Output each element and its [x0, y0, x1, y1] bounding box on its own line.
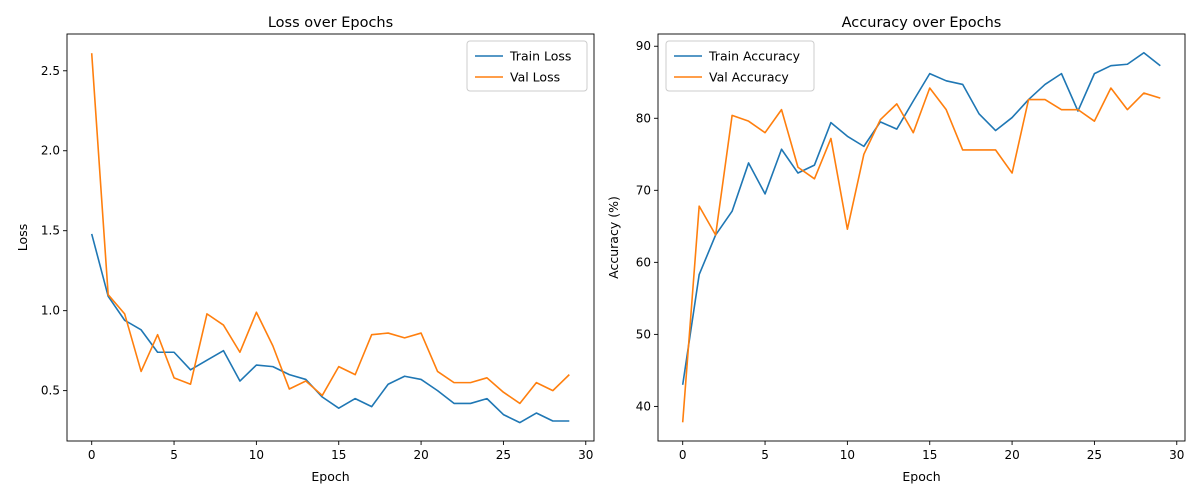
x-tick-label: 5 — [761, 448, 769, 462]
y-tick-label: 2.0 — [41, 144, 60, 158]
x-tick-label: 15 — [922, 448, 937, 462]
y-axis-label: Loss — [15, 224, 30, 251]
legend-label-1: Train Loss — [509, 49, 571, 64]
legend: Train Loss Val Loss — [466, 40, 588, 92]
y-tick-label: 50 — [636, 327, 651, 341]
chart-panel-1: Loss over Epochs 0 5 10 15 20 25 30 0.5 1.0 1.5 2.0… — [15, 15, 595, 484]
x-axis-label: Epoch — [902, 469, 940, 484]
x-tick-label: 5 — [170, 448, 178, 462]
x-tick-label: 0 — [88, 448, 96, 462]
series-line-2 — [90, 53, 570, 405]
x-axis-label: Epoch — [311, 469, 349, 484]
x-tick-label: 15 — [331, 448, 346, 462]
chart-title: Accuracy over Epochs — [842, 15, 1002, 31]
y-tick-label: 1.5 — [41, 224, 60, 238]
y-tick-label: 80 — [636, 111, 651, 125]
chart-title: Loss over Epochs — [268, 15, 393, 31]
y-tick-label: 1.0 — [41, 304, 60, 318]
y-tick-label: 60 — [636, 255, 651, 269]
legend: Train Accuracy Val Accuracy — [665, 40, 815, 92]
x-tick-label: 10 — [840, 448, 855, 462]
y-tick-label: 2.5 — [41, 64, 60, 78]
y-tick-label: 0.5 — [41, 384, 60, 398]
x-tick-label: 10 — [249, 448, 264, 462]
series-line-2 — [681, 87, 1161, 423]
chart-panel-2: Accuracy over Epochs 0 5 10 15 20 25 30 40 50 60 70… — [606, 15, 1186, 484]
x-tick-label: 0 — [679, 448, 687, 462]
y-tick-label: 90 — [636, 39, 651, 53]
y-tick-label: 40 — [636, 399, 651, 413]
x-tick-label: 20 — [1004, 448, 1019, 462]
legend-label-2: Val Accuracy — [709, 70, 789, 85]
x-tick-label: 25 — [1087, 448, 1102, 462]
plot-frame — [657, 33, 1186, 442]
x-tick-label: 30 — [1169, 448, 1184, 462]
legend-label-2: Val Loss — [510, 70, 560, 85]
plot-frame — [66, 33, 595, 442]
x-tick-label: 20 — [413, 448, 428, 462]
legend-box — [665, 40, 815, 92]
y-axis-label: Accuracy (%) — [606, 196, 621, 279]
legend-label-1: Train Accuracy — [708, 49, 801, 64]
y-tick-label: 70 — [636, 183, 651, 197]
series-line-1 — [681, 51, 1161, 385]
series-line-1 — [90, 233, 570, 424]
x-tick-label: 30 — [578, 448, 593, 462]
legend-box — [466, 40, 588, 92]
x-tick-label: 25 — [496, 448, 511, 462]
